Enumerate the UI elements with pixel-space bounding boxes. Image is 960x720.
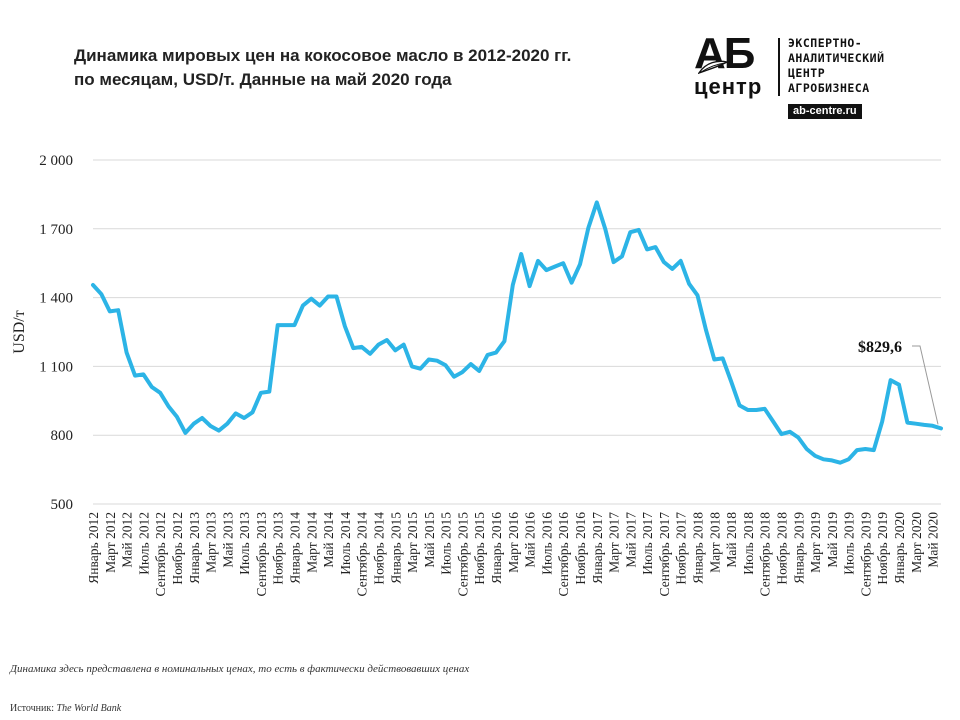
x-tick-label: Январь 2020 <box>892 512 907 584</box>
chart-title: Динамика мировых цен на кокосовое масло … <box>74 44 571 92</box>
y-tick-labels: 500 800 1 100 1 400 1 700 2 000 <box>39 153 73 513</box>
x-tick-label: Ноябрь 2018 <box>775 512 790 585</box>
x-tick-label: Январь 2016 <box>489 512 504 584</box>
x-tick-label: Ноябрь 2019 <box>875 512 890 585</box>
source-label: Источник: <box>10 703 55 714</box>
x-tick-label: Июль 2015 <box>439 512 454 575</box>
chart-title-line-1: Динамика мировых цен на кокосовое масло … <box>74 46 572 65</box>
x-tick-label: Март 2020 <box>909 512 924 573</box>
x-tick-label: Сентябрь 2017 <box>657 512 672 597</box>
x-tick-label: Июль 2018 <box>741 512 756 575</box>
x-tick-label: Сентябрь 2018 <box>758 512 773 597</box>
ab-centre-logo: АБ центр ЭКСПЕРТНО- АНАЛИТИЧЕСКИЙ ЦЕНТР … <box>690 30 940 124</box>
x-tick-label: Июль 2017 <box>640 512 655 575</box>
leaf-icon <box>698 60 728 74</box>
x-tick-label: Март 2019 <box>808 512 823 573</box>
annotation-leader-line <box>912 345 939 425</box>
x-tick-label: Май 2012 <box>120 512 135 568</box>
y-axis-label: USD/т <box>11 310 28 353</box>
x-tick-label: Ноябрь 2015 <box>472 512 487 585</box>
x-tick-label: Май 2020 <box>926 512 941 568</box>
x-tick-label: Июль 2014 <box>338 512 353 575</box>
y-tick-label: 2 000 <box>39 153 73 169</box>
logo-mark: АБ центр <box>690 30 778 100</box>
y-tick-label: 1 400 <box>39 291 73 307</box>
y-tick-label: 800 <box>51 428 74 444</box>
x-tick-label: Ноябрь 2012 <box>170 512 185 585</box>
x-tick-label: Ноябрь 2016 <box>573 512 588 585</box>
logo-mark-word: центр <box>694 74 763 99</box>
x-tick-label: Сентябрь 2016 <box>556 512 571 597</box>
series-layer <box>91 200 943 465</box>
x-tick-label: Июль 2013 <box>237 512 252 575</box>
grid-layer <box>93 159 941 505</box>
x-tick-label: Январь 2012 <box>86 512 101 584</box>
y-tick-label: 1 700 <box>39 222 73 238</box>
x-tick-label: Январь 2013 <box>187 512 202 584</box>
x-tick-label: Май 2019 <box>825 512 840 568</box>
source-value: The World Bank <box>56 703 122 714</box>
chart-title-line-2: по месяцам, USD/т. Данные на май 2020 го… <box>74 70 452 89</box>
logo-divider <box>778 38 780 96</box>
y-tick-label: 1 100 <box>39 359 73 375</box>
annotation-layer: $829,6 <box>858 339 939 425</box>
price-series-line <box>91 200 943 465</box>
x-tick-label: Март 2013 <box>204 512 219 573</box>
x-tick-label: Сентябрь 2019 <box>858 512 873 597</box>
x-tick-label: Июль 2016 <box>539 512 554 575</box>
x-tick-label: Июль 2019 <box>842 512 857 575</box>
x-tick-label: Сентябрь 2014 <box>355 512 370 597</box>
x-tick-label: Март 2017 <box>607 512 622 573</box>
x-tick-label: Январь 2018 <box>691 512 706 584</box>
x-tick-label: Январь 2015 <box>388 512 403 584</box>
x-tick-label: Сентябрь 2013 <box>254 512 269 597</box>
x-tick-label: Январь 2017 <box>590 512 605 584</box>
x-tick-label: Ноябрь 2013 <box>271 512 286 585</box>
x-tick-label: Май 2015 <box>422 512 437 568</box>
x-tick-label: Май 2016 <box>523 512 538 568</box>
x-tick-label: Ноябрь 2017 <box>674 512 689 585</box>
x-tick-label: Сентябрь 2015 <box>455 512 470 597</box>
logo-text-line: АГРОБИЗНЕСА <box>788 81 870 95</box>
x-tick-label: Ноябрь 2014 <box>372 512 387 585</box>
x-tick-label: Май 2017 <box>623 512 638 568</box>
x-tick-label: Март 2018 <box>707 512 722 573</box>
x-tick-label: Июль 2012 <box>136 512 151 575</box>
source-line: Источник: The World Bank <box>10 703 121 714</box>
footnote: Динамика здесь представлена в номинальны… <box>10 663 470 675</box>
x-tick-label: Май 2018 <box>724 512 739 568</box>
x-tick-label: Май 2014 <box>321 512 336 568</box>
x-tick-label: Март 2016 <box>506 512 521 573</box>
last-value-label: $829,6 <box>858 339 902 356</box>
y-tick-label: 500 <box>51 497 74 513</box>
x-tick-label: Май 2013 <box>220 512 235 568</box>
x-tick-label: Март 2012 <box>103 512 118 573</box>
x-tick-label: Март 2014 <box>304 512 319 573</box>
logo-text-line: ЭКСПЕРТНО- <box>788 36 863 50</box>
logo-text-line: АНАЛИТИЧЕСКИЙ <box>788 51 885 65</box>
logo-text-line: ЦЕНТР <box>788 66 826 80</box>
x-tick-label: Март 2015 <box>405 512 420 573</box>
logo-url: ab-centre.ru <box>788 104 862 119</box>
x-tick-label: Январь 2014 <box>288 512 303 584</box>
logo-text: ЭКСПЕРТНО- АНАЛИТИЧЕСКИЙ ЦЕНТР АГРОБИЗНЕ… <box>788 36 885 96</box>
x-tick-label: Январь 2019 <box>791 512 806 584</box>
x-tick-labels: Январь 2012 Март 2012 Май 2012 Июль 2012 Сен… <box>86 512 941 597</box>
x-tick-label: Сентябрь 2012 <box>153 512 168 596</box>
